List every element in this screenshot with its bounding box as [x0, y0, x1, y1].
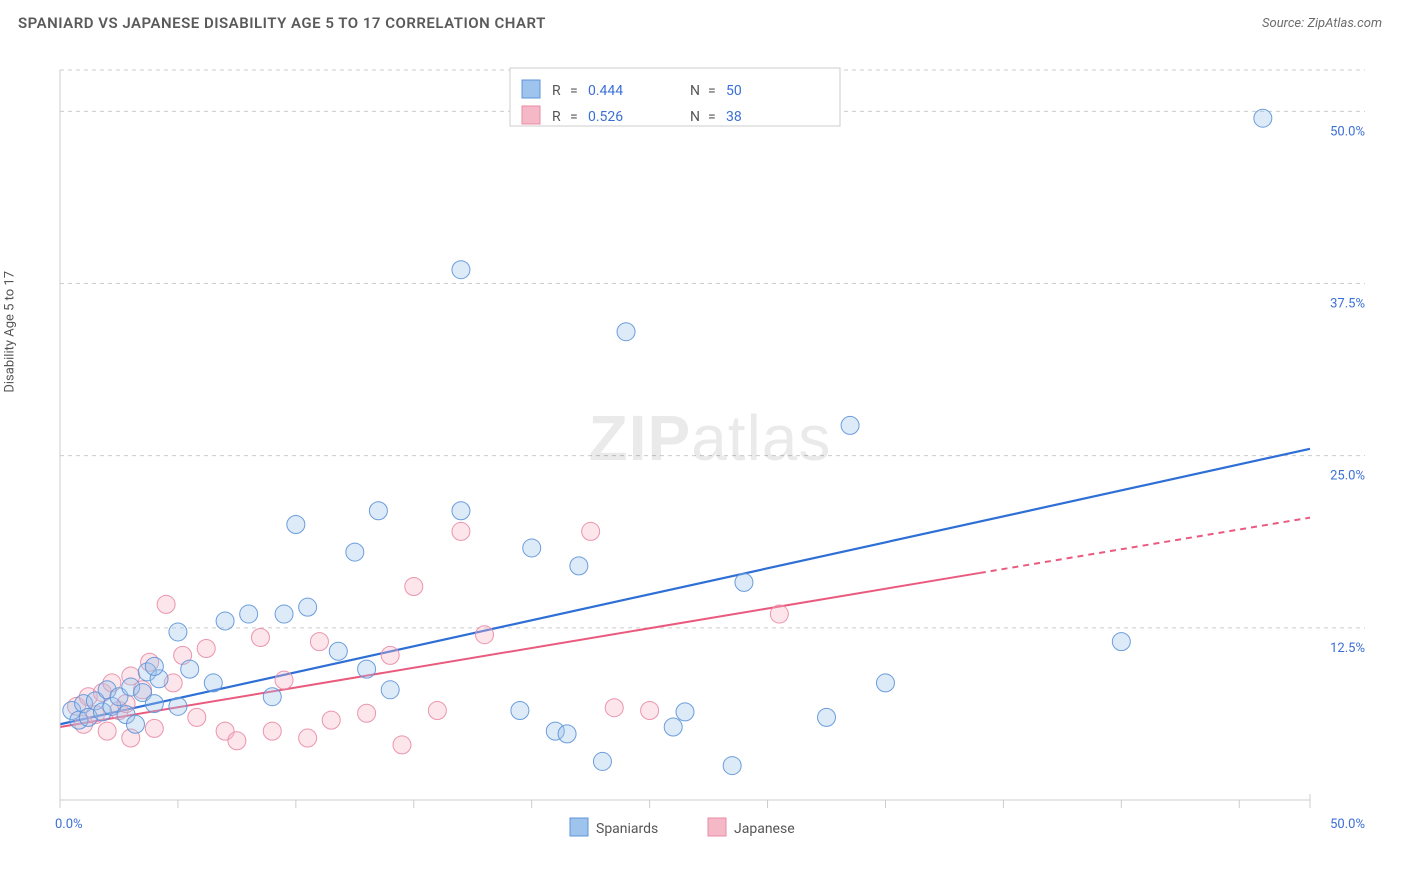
data-point: [641, 701, 659, 719]
data-point: [216, 612, 234, 630]
data-point: [169, 623, 187, 641]
data-point: [770, 605, 788, 623]
y-tick-label: 12.5%: [1330, 641, 1365, 656]
data-point: [428, 701, 446, 719]
y-tick-label: 25.0%: [1330, 469, 1365, 484]
data-point: [188, 708, 206, 726]
series-label: Spaniards: [596, 821, 658, 837]
series-swatch: [708, 818, 726, 836]
data-point: [346, 543, 364, 561]
data-point: [287, 516, 305, 534]
svg-text:=: =: [708, 83, 716, 99]
legend-r-value: 0.526: [588, 109, 623, 125]
series-swatch: [570, 818, 588, 836]
data-point: [381, 646, 399, 664]
legend-n-label: N: [690, 109, 700, 125]
data-point: [263, 688, 281, 706]
data-point: [299, 729, 317, 747]
data-point: [523, 539, 541, 557]
data-point: [369, 502, 387, 520]
data-point: [1254, 109, 1272, 127]
y-tick-label: 50.0%: [1330, 124, 1365, 139]
legend-r-label: R: [552, 109, 561, 125]
x-max-label: 50.0%: [1330, 817, 1365, 832]
data-point: [98, 722, 116, 740]
watermark: ZIPatlas: [589, 402, 832, 474]
data-point: [818, 708, 836, 726]
data-point: [511, 701, 529, 719]
legend-swatch: [522, 80, 540, 98]
data-point: [735, 573, 753, 591]
regression-line: [60, 449, 1310, 724]
data-point: [197, 639, 215, 657]
data-point: [145, 719, 163, 737]
data-point: [275, 605, 293, 623]
data-point: [452, 502, 470, 520]
data-point: [275, 671, 293, 689]
data-point: [145, 695, 163, 713]
data-point: [405, 578, 423, 596]
data-point: [358, 660, 376, 678]
x-min-label: 0.0%: [55, 817, 83, 832]
data-point: [676, 703, 694, 721]
chart-title: SPANIARD VS JAPANESE DISABILITY AGE 5 TO…: [18, 14, 546, 32]
svg-text:=: =: [570, 83, 578, 99]
y-tick-label: 37.5%: [1330, 296, 1365, 311]
data-point: [157, 595, 175, 613]
data-point: [605, 699, 623, 717]
data-point: [876, 674, 894, 692]
data-point: [558, 725, 576, 743]
data-point: [476, 626, 494, 644]
data-point: [310, 633, 328, 651]
data-point: [126, 715, 144, 733]
data-point: [393, 736, 411, 754]
data-point: [299, 598, 317, 616]
data-point: [322, 711, 340, 729]
legend-r-label: R: [552, 83, 561, 99]
data-point: [240, 605, 258, 623]
legend-n-value: 50: [726, 83, 742, 99]
data-point: [358, 704, 376, 722]
legend-swatch: [522, 106, 540, 124]
source-attribution: Source: ZipAtlas.com: [1262, 16, 1382, 31]
data-point: [582, 522, 600, 540]
data-point: [841, 416, 859, 434]
data-point: [251, 628, 269, 646]
data-point: [329, 642, 347, 660]
data-point: [145, 657, 163, 675]
data-point: [1112, 633, 1130, 651]
legend-n-value: 38: [726, 109, 742, 125]
data-point: [617, 323, 635, 341]
data-point: [204, 674, 222, 692]
data-point: [593, 752, 611, 770]
legend-r-value: 0.444: [588, 83, 623, 99]
scatter-plot: 12.5% 25.0% 37.5% 50.0% 0.0% 50.0% R = 0.444 N =…: [50, 60, 1370, 850]
data-point: [228, 732, 246, 750]
data-point: [664, 718, 682, 736]
svg-text:=: =: [708, 109, 716, 125]
data-point: [169, 697, 187, 715]
data-point: [181, 660, 199, 678]
data-point: [452, 522, 470, 540]
y-axis-label: Disability Age 5 to 17: [3, 271, 18, 393]
data-point: [723, 757, 741, 775]
data-point: [452, 261, 470, 279]
data-point: [570, 557, 588, 575]
data-point: [381, 681, 399, 699]
svg-text:=: =: [570, 109, 578, 125]
legend-n-label: N: [690, 83, 700, 99]
series-label: Japanese: [734, 821, 795, 837]
regression-line-extrapolated: [980, 518, 1310, 573]
data-point: [263, 722, 281, 740]
